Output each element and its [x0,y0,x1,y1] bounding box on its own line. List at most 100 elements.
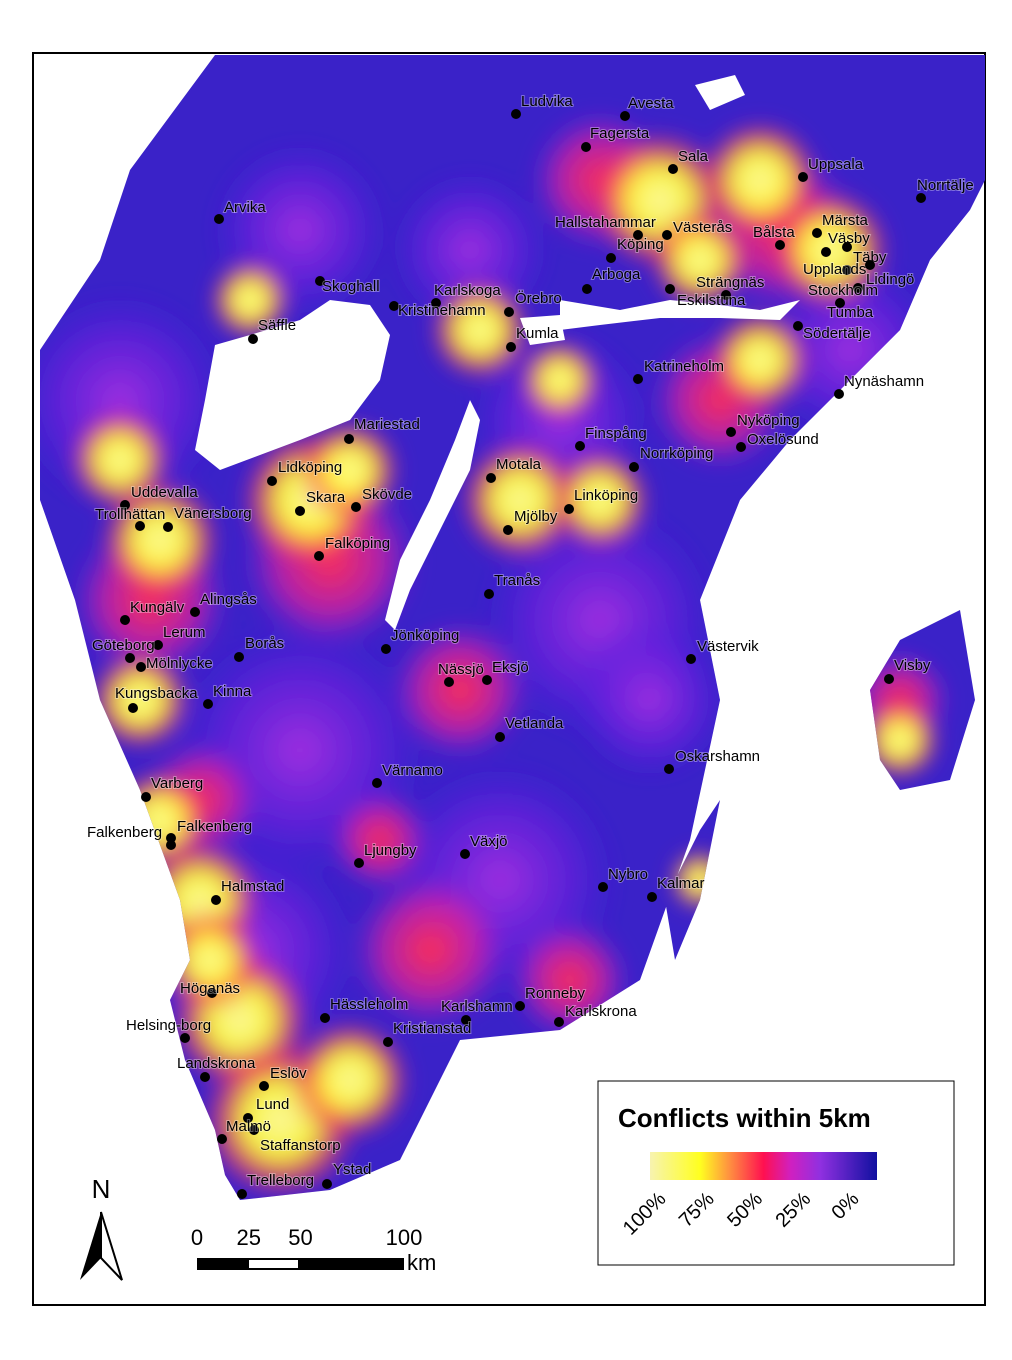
heat-blob [330,790,430,890]
city-label: Norrköping [640,445,713,462]
city-dot [775,240,785,250]
city-label: Mölnlycke [146,655,213,672]
city-dot [736,442,746,452]
city-dot [444,677,454,687]
city-dot [582,284,592,294]
city-dot [665,284,675,294]
city-dot [486,473,496,483]
city-label: Kungsbacka [115,685,198,702]
heat-blob [460,440,580,560]
city-label: Vetlanda [505,715,564,732]
city-dot [295,506,305,516]
city-label: Falkenberg [177,818,252,835]
city-dot [662,230,672,240]
city-label: Skara [306,489,346,506]
city-dot [503,525,513,535]
heat-blob [100,480,220,600]
city-dot [125,653,135,663]
city-dot [853,283,863,293]
city-label: Alingsås [200,591,257,608]
city-label: Hallstahammar [555,214,656,231]
city-dot [153,640,163,650]
legend: Conflicts within 5km 100% 75% 50% 25% 0% [597,1080,955,1266]
heat-blob [300,420,400,520]
city-dot [267,476,277,486]
city-label: Kalmar [657,875,705,892]
city-label: Ronneby [525,985,586,1002]
city-dot [120,500,130,510]
city-label: Eksjö [492,659,529,676]
city-dot [322,1179,332,1189]
city-dot [200,1072,210,1082]
city-dot [495,732,505,742]
city-label: Landskrona [177,1055,256,1072]
city-dot [431,298,441,308]
city-dot [812,228,822,238]
city-dot [237,1189,247,1199]
city-dot [383,1037,393,1047]
city-label: Linköping [574,487,638,504]
scale-tick-label: 0 [191,1225,203,1250]
heat-blob [710,310,810,410]
city-label: Visby [894,657,931,674]
city-label: Tranås [494,572,540,589]
city-dot [243,1113,253,1123]
city-label: Uppsala [808,156,864,173]
heat-blob [550,450,650,550]
city-label: Karlshamn [441,998,513,1015]
city-dot [633,230,643,240]
city-dot [249,1125,259,1135]
city-label: Jönköping [391,627,459,644]
city-label: Norrtälje [917,177,974,194]
city-label: Köping [617,236,664,253]
city-label: Bålsta [753,224,795,241]
city-label: Lidköping [278,459,342,476]
city-dot [259,1081,269,1091]
north-label: N [92,1174,111,1204]
heat-blob [350,870,510,1030]
city-dot [721,290,731,300]
city-label: Strängnäs [696,274,764,291]
city-label: Västervik [697,638,759,655]
city-dot [647,892,657,902]
city-dot [214,214,224,224]
legend-title: Conflicts within 5km [618,1103,871,1133]
city-label: Värnamo [382,762,443,779]
city-label: Borås [245,635,284,652]
city-label: Vänersborg [174,505,252,522]
city-dot [207,988,217,998]
city-dot [884,674,894,684]
city-label: Ludvika [521,93,573,110]
city-dot [389,301,399,311]
city-label: Oxelösund [747,431,819,448]
city-dot [515,1001,525,1011]
city-dot [504,307,514,317]
city-label: Väsby [828,230,870,247]
city-dot [180,1033,190,1043]
city-dot [581,142,591,152]
heat-blob [430,280,530,380]
city-label: Göteborg [92,637,155,654]
city-label: Höganäs [180,980,240,997]
heat-blob [650,210,750,310]
city-label: Nybro [608,866,648,883]
city-label: Halmstad [221,878,284,895]
city-label: Stockholm [808,282,878,299]
heat-blob [520,340,600,420]
scale-tick-label: 25 [237,1225,261,1250]
city-label: Uddevalla [131,484,198,501]
city-label: Växjö [470,833,508,850]
city-label: Ystad [333,1161,371,1178]
city-label: Tumba [827,304,874,321]
city-dot [203,699,213,709]
city-label: Skövde [362,486,412,503]
city-dot [248,334,258,344]
city-dot [620,111,630,121]
city-label: Kungälv [130,599,185,616]
city-label: Upplands [803,261,866,278]
heat-blob [290,1020,410,1140]
city-dot [842,265,852,275]
heatmap [40,55,985,1200]
city-dot [166,840,176,850]
